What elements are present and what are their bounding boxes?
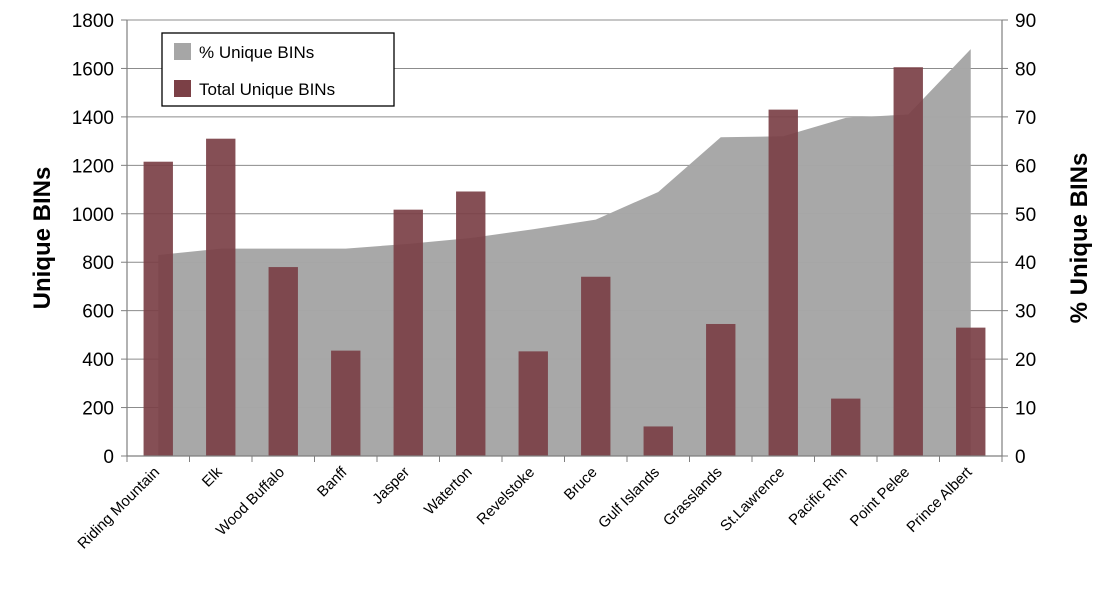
bar-1: [143, 161, 173, 456]
category-label: Point Pelee: [847, 464, 913, 530]
right-tick-label: 40: [1015, 253, 1036, 274]
legend-swatch-total: [174, 80, 191, 97]
legend-swatch-percent: [174, 43, 191, 60]
right-tick-label: 0: [1015, 447, 1026, 468]
category-label: Bruce: [561, 464, 601, 504]
left-axis-title: Unique BINs: [29, 167, 56, 310]
right-tick-label: 10: [1015, 399, 1036, 420]
percent-area-layer: [158, 49, 971, 457]
bar-10: [706, 323, 736, 456]
bars-layer: [143, 67, 986, 456]
right-tick-label: 20: [1015, 350, 1036, 371]
left-tick-label: 1600: [72, 59, 114, 80]
bar-7: [518, 351, 548, 456]
left-tick-label: 600: [82, 302, 114, 323]
bar-5: [393, 209, 423, 456]
bar-2: [206, 138, 236, 456]
axes: [121, 19, 1008, 462]
category-label: Waterton: [421, 464, 476, 519]
bar-4: [331, 350, 361, 456]
left-tick-label: 1400: [72, 108, 114, 129]
category-label: Gulf Islands: [595, 464, 663, 532]
bar-11: [768, 109, 798, 456]
bar-14: [956, 327, 986, 456]
legend: % Unique BINs Total Unique BINs: [161, 32, 395, 107]
left-tick-label: 200: [82, 399, 114, 420]
category-label: Revelstoke: [474, 464, 538, 528]
right-tick-label: 70: [1015, 108, 1036, 129]
category-label: Riding Mountain: [74, 464, 163, 553]
left-tick-label: 800: [82, 253, 114, 274]
bar-8: [581, 276, 611, 456]
bar-9: [643, 426, 673, 456]
bar-3: [268, 267, 298, 456]
left-tick-label: 1000: [72, 205, 114, 226]
bar-12: [831, 398, 861, 456]
right-axis-title: % Unique BINs: [1066, 153, 1093, 324]
category-label: St.Lawrence: [717, 464, 788, 535]
right-tick-label: 30: [1015, 302, 1036, 323]
legend-label-total: Total Unique BINs: [199, 80, 335, 99]
percent-unique-area: [158, 49, 971, 457]
left-tick-labels: 0 200 400 600 800 1000 1200 1400 1600 1800: [72, 11, 114, 468]
right-tick-label: 90: [1015, 11, 1036, 32]
right-tick-label: 50: [1015, 205, 1036, 226]
right-tick-label: 60: [1015, 156, 1036, 177]
category-label: Elk: [199, 463, 226, 490]
legend-label-percent: % Unique BINs: [199, 43, 314, 62]
left-tick-label: 1800: [72, 11, 114, 32]
right-tick-label: 80: [1015, 59, 1036, 80]
bar-6: [456, 191, 486, 456]
right-tick-labels: 0 10 20 30 40 50 60 70 80 90: [1015, 11, 1036, 468]
bar-13: [893, 67, 923, 456]
left-tick-label: 1200: [72, 156, 114, 177]
category-label: Pacific Rim: [786, 464, 851, 529]
left-tick-label: 0: [103, 447, 114, 468]
category-label: Jasper: [369, 464, 413, 508]
category-label: Grasslands: [660, 464, 726, 530]
legend-box: [161, 32, 395, 107]
category-label: Prince Albert: [903, 463, 976, 536]
category-label: Banff: [314, 463, 351, 500]
left-tick-label: 400: [82, 350, 114, 371]
